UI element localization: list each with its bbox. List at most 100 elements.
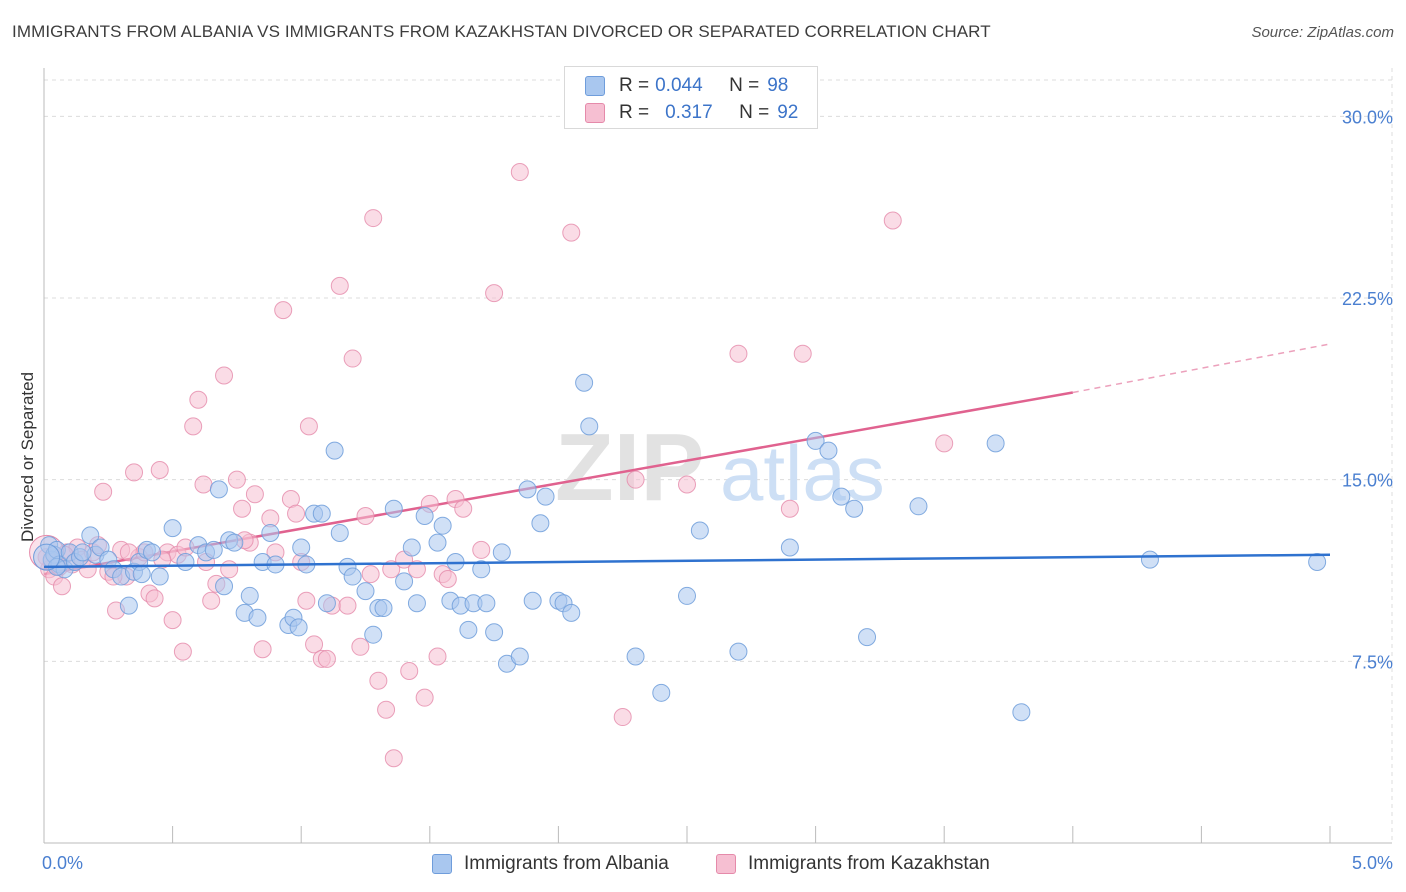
kazakhstan-point [299, 417, 318, 436]
kazakhstan-point [377, 700, 396, 719]
albania-point [806, 431, 825, 450]
kazakhstan-point [361, 565, 380, 584]
albania-point [690, 521, 709, 540]
kazakhstan-point [793, 344, 812, 363]
kazakhstan-point [94, 482, 113, 501]
y-tick-label: 30.0% [1342, 107, 1393, 127]
albania-point [325, 441, 344, 460]
kazakhstan-point [678, 475, 696, 494]
kazakhstan-point [369, 671, 388, 690]
kazakhstan-point [150, 460, 169, 479]
kazakhstan-legend-label: Immigrants from Kazakhstan [748, 853, 990, 874]
kazakhstan-point [233, 499, 252, 518]
kazakhstan-point [173, 642, 192, 661]
kazakhstan-point [407, 560, 426, 579]
albania-point [261, 523, 280, 542]
kazakhstan-point [472, 540, 491, 559]
albania-point [845, 499, 864, 518]
albania-point [626, 647, 645, 666]
kazakhstan-point [215, 366, 234, 385]
kazakhstan-point [780, 499, 799, 518]
albania-point [492, 543, 511, 562]
y-tick-label: 7.5% [1352, 652, 1393, 672]
kazakhstan-point [338, 596, 357, 615]
chart-title: IMMIGRANTS FROM ALBANIA VS IMMIGRANTS FR… [12, 22, 991, 41]
tick-labels: 7.5% 15.0% 22.5% 30.0% 0.0% 5.0% [42, 107, 1393, 873]
kazakhstan-point [317, 649, 336, 668]
albania-point [402, 538, 421, 557]
kazakhstan-point [613, 708, 632, 727]
legend-item-kazakhstan[interactable]: Immigrants from Kazakhstan [716, 851, 990, 877]
albania-point [356, 582, 375, 601]
kazakhstan-point [510, 163, 529, 182]
albania-point [119, 596, 138, 615]
axes [43, 68, 1392, 844]
kazakhstan-point [189, 390, 208, 409]
albania-point [832, 487, 851, 506]
kazakhstan-point [454, 499, 473, 518]
albania-point [343, 567, 362, 586]
kazakhstan-point [53, 577, 72, 596]
kazakhstan-point [415, 688, 434, 707]
albania-point [384, 499, 403, 518]
albania-point [204, 540, 223, 559]
kazakhstan-r-value: 0.317 [665, 102, 713, 123]
albania-point [472, 560, 491, 579]
albania-point [477, 594, 496, 613]
stats-legend: R = 0.044 N = 98 R = 0.317 N = 92 [564, 66, 818, 129]
albania-point [364, 625, 383, 644]
albania-point [531, 514, 550, 533]
albania-point [407, 594, 426, 613]
kazakhstan-n-label: N = [739, 102, 770, 123]
kazakhstan-point [485, 284, 504, 303]
albania-point [225, 533, 244, 552]
albania-swatch [585, 76, 605, 96]
albania-point [317, 594, 336, 613]
kazakhstan-point [202, 591, 221, 610]
albania-n-label: N = [729, 75, 760, 96]
albania-point [485, 623, 504, 642]
albania-n-value: 98 [767, 75, 789, 96]
albania-point [1140, 550, 1159, 569]
albania-point [518, 480, 537, 499]
watermark-zip: ZIP [555, 414, 704, 521]
albania-point [312, 504, 331, 523]
kazakhstan-n-value: 92 [777, 102, 799, 123]
albania-point [562, 603, 581, 622]
kazakhstan-point [400, 662, 419, 681]
kazakhstan-r-label: R = [619, 102, 650, 123]
albania-point [523, 591, 542, 610]
legend-item-albania[interactable]: Immigrants from Albania [432, 851, 669, 877]
kazakhstan-point [220, 560, 239, 579]
kazakhstan-point [729, 344, 748, 363]
kazakhstan-point [253, 640, 272, 659]
albania-point [330, 523, 349, 542]
kazakhstan-point [287, 504, 306, 523]
albania-legend-label: Immigrants from Albania [464, 853, 669, 874]
stats-row-albania: R = 0.044 N = 98 [585, 73, 788, 99]
kazakhstan-point [343, 349, 362, 368]
albania-point [858, 628, 877, 647]
albania-point [240, 586, 259, 605]
source-label: Source: ZipAtlas.com [1251, 24, 1394, 41]
kazakhstan-swatch [585, 103, 605, 123]
kazakhstan-point [330, 276, 349, 295]
kazakhstan-point [356, 507, 375, 525]
albania-point [580, 417, 599, 436]
albania-point [986, 434, 1005, 453]
albania-point [652, 683, 671, 702]
kazakhstan-point [351, 637, 370, 656]
kazakhstan-point [297, 591, 316, 610]
albania-point [909, 497, 928, 516]
albania-trend-line [43, 553, 1331, 569]
albania-point [433, 516, 452, 535]
kazakhstan-point [364, 209, 383, 228]
albania-point-large [33, 543, 61, 571]
kazakhstan-point [428, 647, 447, 666]
albania-point [176, 553, 195, 572]
albania-point [819, 441, 838, 460]
grid-lines [44, 68, 1393, 843]
albania-point [428, 533, 447, 552]
kazakhstan-point [305, 635, 324, 654]
kazakhstan-point [438, 569, 457, 588]
